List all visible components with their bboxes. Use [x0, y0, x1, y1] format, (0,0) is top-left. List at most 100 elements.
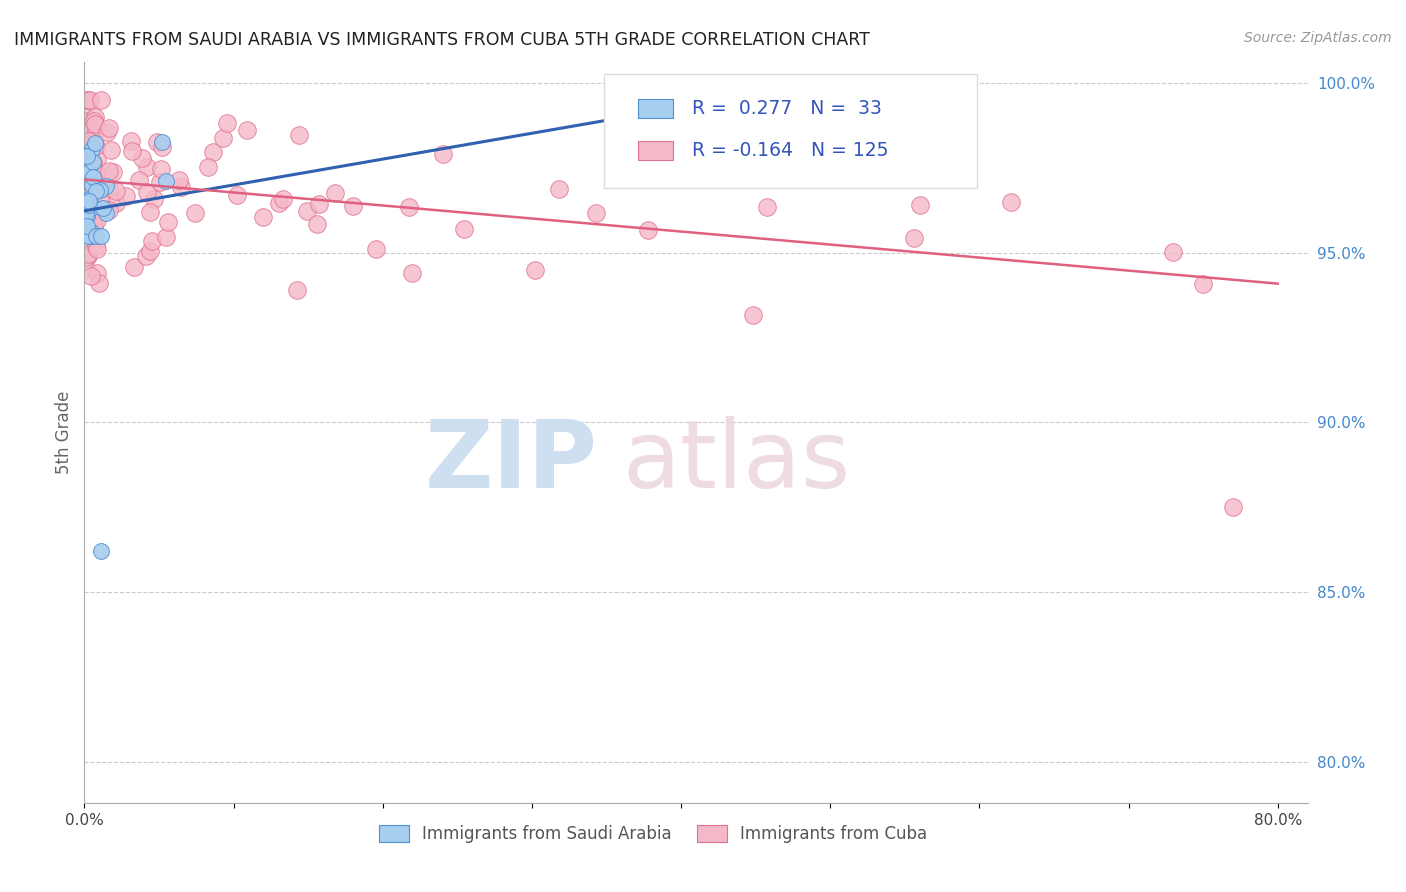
Point: [271, 192, 294, 206]
Point: [139, 244, 162, 258]
Point: [86, 123, 108, 137]
Point: [76, 186, 98, 200]
Point: [155, 229, 177, 244]
Point: [84, 136, 107, 151]
Point: [75, 110, 97, 124]
Point: [80, 268, 103, 283]
Point: [149, 175, 172, 189]
Point: [142, 192, 165, 206]
Point: [131, 151, 153, 165]
Point: [128, 173, 150, 187]
Point: [82, 156, 104, 170]
Point: [77, 207, 100, 221]
Point: [236, 123, 259, 137]
Point: [75, 170, 97, 185]
Point: [86, 152, 108, 166]
Point: [94, 206, 117, 220]
Point: [323, 186, 346, 200]
Point: [75, 201, 97, 215]
Point: [83, 113, 105, 128]
Point: [637, 223, 659, 237]
Point: [364, 243, 387, 257]
Point: [152, 140, 174, 154]
Point: [98, 202, 121, 217]
Point: [76, 114, 98, 128]
Point: [77, 176, 100, 190]
Point: [90, 544, 112, 558]
Point: [756, 200, 779, 214]
Point: [75, 161, 97, 176]
Point: [75, 200, 97, 214]
Point: [136, 186, 159, 200]
Point: [77, 197, 100, 211]
Text: R =  0.277   N =  33: R = 0.277 N = 33: [692, 99, 882, 118]
Point: [1192, 277, 1215, 291]
Point: [90, 190, 112, 204]
Point: [453, 221, 475, 235]
Point: [269, 196, 291, 211]
Point: [295, 204, 318, 219]
Point: [135, 160, 157, 174]
Point: [76, 219, 98, 233]
Point: [75, 93, 97, 107]
Point: [90, 93, 112, 107]
Point: [76, 150, 98, 164]
Point: [86, 228, 108, 243]
Point: [121, 144, 143, 158]
Point: [77, 165, 100, 179]
Point: [105, 185, 128, 199]
Point: [155, 174, 177, 188]
Point: [77, 228, 100, 243]
Point: [170, 180, 193, 194]
Point: [82, 200, 104, 214]
Point: [141, 234, 163, 248]
Point: [398, 200, 420, 214]
Point: [83, 210, 105, 224]
Point: [94, 179, 117, 194]
Point: [122, 260, 145, 275]
Point: [77, 249, 100, 263]
Point: [77, 185, 100, 199]
Point: [305, 218, 328, 232]
Point: [79, 137, 101, 152]
Point: [96, 125, 118, 139]
Point: [135, 249, 157, 263]
Point: [77, 134, 100, 148]
Point: [1163, 245, 1185, 260]
Point: [77, 141, 100, 155]
Point: [76, 149, 98, 163]
Point: [903, 231, 925, 245]
Point: [98, 120, 121, 135]
Point: [288, 128, 311, 142]
Point: [83, 219, 105, 234]
Point: [93, 201, 115, 215]
Point: [80, 142, 103, 156]
Point: [77, 247, 100, 261]
Point: [524, 262, 547, 277]
Point: [80, 123, 103, 137]
Point: [201, 145, 224, 160]
Point: [77, 212, 100, 227]
Text: ZIP: ZIP: [425, 417, 598, 508]
Point: [1222, 500, 1244, 515]
Point: [308, 197, 330, 211]
Point: [82, 155, 104, 169]
Text: R = -0.164   N = 125: R = -0.164 N = 125: [692, 141, 889, 160]
Point: [75, 195, 97, 210]
Point: [100, 143, 122, 157]
Point: [167, 172, 190, 186]
Point: [585, 206, 607, 220]
Point: [84, 110, 107, 124]
Point: [623, 145, 645, 159]
Point: [80, 225, 103, 239]
Point: [76, 181, 98, 195]
Point: [150, 135, 173, 149]
Point: [82, 195, 104, 210]
Text: IMMIGRANTS FROM SAUDI ARABIA VS IMMIGRANTS FROM CUBA 5TH GRADE CORRELATION CHART: IMMIGRANTS FROM SAUDI ARABIA VS IMMIGRAN…: [14, 31, 870, 49]
Point: [146, 135, 169, 149]
Point: [86, 178, 108, 193]
Point: [76, 136, 98, 150]
Point: [211, 131, 233, 145]
Point: [86, 242, 108, 256]
Point: [76, 115, 98, 129]
